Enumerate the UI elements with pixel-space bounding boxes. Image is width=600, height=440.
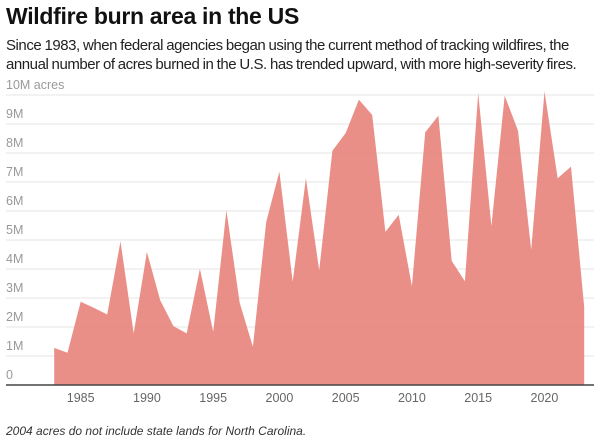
area-chart: 0 1M 2M 3M 4M 5M 6M 7M 8M 9M 10M acres 1985 1990 199… (6, 78, 594, 405)
x-tick-label: 2005 (332, 391, 360, 405)
x-tick-label: 1985 (67, 391, 95, 405)
chart-title: Wildfire burn area in the US (6, 3, 299, 29)
footnote: 2004 acres do not include state lands fo… (6, 424, 307, 438)
x-tick-label: 2020 (531, 391, 559, 405)
y-tick-label: 10M acres (6, 78, 64, 92)
y-tick-label: 5M (6, 223, 23, 237)
y-tick-label: 8M (6, 136, 23, 150)
burn-area-series (54, 91, 585, 385)
y-tick-label: 7M (6, 165, 23, 179)
y-tick-label: 4M (6, 252, 23, 266)
y-tick-label: 2M (6, 310, 23, 324)
y-tick-label: 9M (6, 107, 23, 121)
chart-subtitle: Since 1983, when federal agencies began … (6, 37, 577, 73)
x-tick-label: 1995 (199, 391, 227, 405)
y-tick-label: 1M (6, 339, 23, 353)
x-tick-label: 2015 (464, 391, 492, 405)
y-tick-label: 3M (6, 281, 23, 295)
x-tick-label: 1990 (133, 391, 161, 405)
x-tick-label: 2010 (398, 391, 426, 405)
x-tick-label: 2000 (266, 391, 294, 405)
y-tick-label: 0 (6, 368, 13, 382)
y-tick-label: 6M (6, 194, 23, 208)
